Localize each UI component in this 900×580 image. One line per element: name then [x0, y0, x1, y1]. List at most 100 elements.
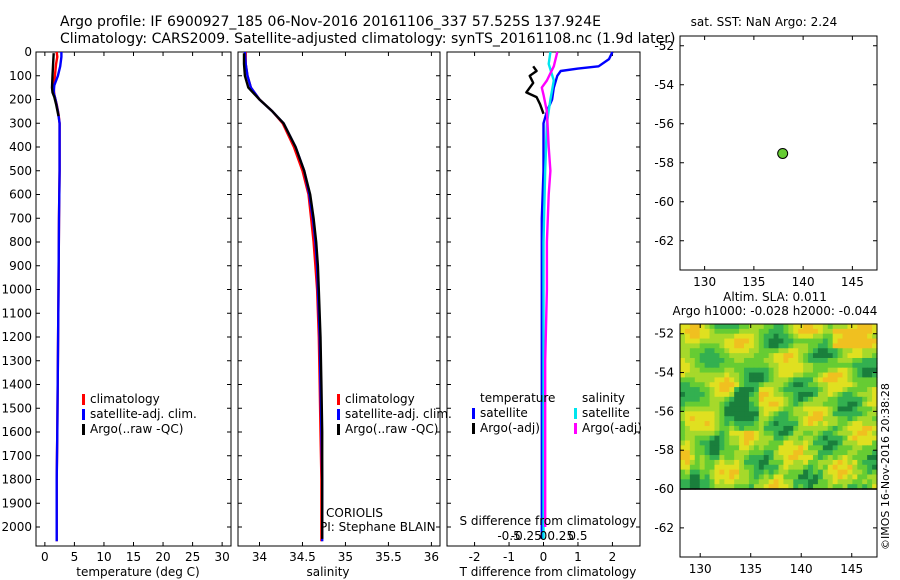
heatmap-cell	[808, 377, 814, 383]
y-tick-label: 1000	[1, 283, 32, 297]
heatmap-cell	[753, 416, 760, 422]
heatmap-cell	[704, 367, 711, 374]
y-tick-label: 600	[9, 188, 32, 202]
heatmap-cell	[793, 348, 799, 354]
heatmap-cell	[812, 425, 819, 432]
series-line-2	[242, 53, 324, 539]
heatmap-cell	[753, 348, 760, 354]
heatmap-cell	[739, 391, 745, 398]
heatmap-cell	[793, 445, 799, 451]
top-x-tick-label: 0.5	[568, 529, 587, 543]
heatmap-cell	[808, 479, 814, 485]
heatmap-cell	[862, 435, 868, 442]
heatmap-cell	[857, 479, 863, 485]
heatmap-cell	[763, 484, 770, 490]
heatmap-cell	[758, 459, 765, 466]
x-tick-label: 25	[185, 550, 200, 564]
heatmap-cell	[748, 421, 755, 427]
heatmap-cell	[872, 425, 878, 432]
heatmap-cell	[852, 353, 858, 359]
heatmap-cell	[862, 406, 868, 412]
heatmap-cell	[744, 396, 750, 403]
heatmap-cell	[753, 464, 760, 471]
heatmap-cell	[862, 464, 868, 471]
heatmap-cell	[729, 377, 735, 383]
heatmap-cell	[778, 474, 785, 480]
heatmap-cell	[798, 377, 804, 383]
heatmap-cell	[872, 484, 878, 490]
heatmap-cell	[862, 469, 868, 476]
heatmap-cell	[734, 391, 740, 398]
heatmap-cell	[680, 484, 686, 490]
heatmap-cell	[778, 367, 785, 374]
heatmap-cell	[827, 411, 834, 417]
heatmap-cell	[758, 338, 765, 345]
heatmap-cell	[734, 333, 740, 340]
y-tick-label: -62	[654, 521, 674, 535]
heatmap-cell	[842, 391, 849, 398]
heatmap-cell	[783, 411, 789, 417]
heatmap-cell	[719, 377, 725, 383]
heatmap-cell	[729, 328, 735, 335]
heatmap-cell	[837, 372, 844, 378]
heatmap-cell	[827, 338, 834, 345]
top-x-tick-label: 0	[540, 529, 548, 543]
heatmap-cell	[739, 455, 745, 461]
heatmap-cell	[748, 396, 755, 403]
heatmap-cell	[734, 328, 740, 335]
heatmap-cell	[872, 421, 878, 427]
heatmap-cell	[724, 377, 730, 383]
heatmap-cell	[798, 450, 804, 456]
legend-label: climatology	[345, 392, 415, 406]
heatmap-cell	[847, 401, 853, 408]
heatmap-cell	[680, 459, 686, 466]
heatmap-cell	[798, 357, 804, 364]
heatmap-cell	[739, 324, 745, 330]
heatmap-cell	[798, 382, 804, 388]
heatmap-cell	[719, 464, 725, 471]
heatmap-cell	[783, 484, 789, 490]
heatmap-cell	[872, 353, 878, 359]
heatmap-cell	[699, 353, 706, 359]
heatmap-cell	[739, 343, 745, 349]
heatmap-cell	[709, 455, 716, 461]
heatmap-cell	[847, 479, 853, 485]
heatmap-cell	[842, 425, 849, 432]
heatmap-cell	[689, 421, 696, 427]
heatmap-cell	[793, 435, 799, 442]
heatmap-cell	[748, 416, 755, 422]
heatmap-cell	[763, 324, 770, 330]
heatmap-cell	[689, 391, 696, 398]
heatmap-cell	[753, 455, 760, 461]
heatmap-cell	[704, 372, 711, 378]
heatmap-cell	[827, 396, 834, 403]
heatmap-cell	[822, 367, 829, 374]
heatmap-cell	[832, 333, 839, 340]
heatmap-cell	[783, 333, 789, 340]
x-tick-label: 35.5	[375, 550, 402, 564]
heatmap-cell	[753, 421, 760, 427]
heatmap-cell	[724, 333, 730, 340]
heatmap-cell	[867, 435, 873, 442]
heatmap-cell	[872, 401, 878, 408]
heatmap-cell	[847, 324, 853, 330]
y-tick-label: -54	[654, 78, 674, 92]
heatmap-cell	[857, 421, 863, 427]
heatmap-cell	[827, 348, 834, 354]
heatmap-cell	[803, 406, 809, 412]
heatmap-cell	[748, 484, 755, 490]
heatmap-cell	[837, 416, 844, 422]
heatmap-cell	[768, 391, 775, 398]
heatmap-cell	[689, 324, 696, 330]
heatmap-cell	[699, 474, 706, 480]
heatmap-cell	[842, 333, 849, 340]
heatmap-cell	[847, 372, 853, 378]
heatmap-cell	[684, 391, 691, 398]
heatmap-cell	[788, 333, 794, 340]
heatmap-cell	[684, 450, 691, 456]
heatmap-cell	[729, 382, 735, 388]
heatmap-cell	[758, 479, 765, 485]
heatmap-cell	[719, 343, 725, 349]
x-tick-label: 140	[790, 562, 813, 576]
heatmap-cell	[768, 421, 775, 427]
